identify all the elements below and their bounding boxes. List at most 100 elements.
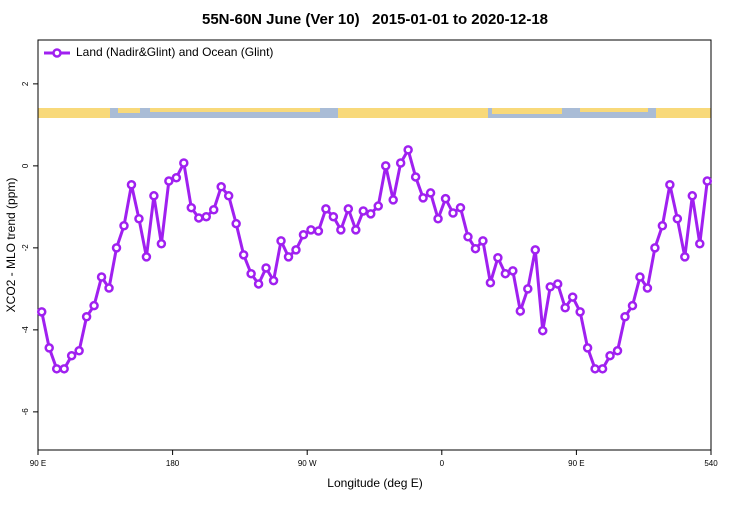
data-point bbox=[343, 204, 354, 214]
x-tick-label: 90 W bbox=[298, 459, 317, 468]
data-point bbox=[388, 195, 398, 205]
data-point bbox=[186, 202, 197, 213]
data-point bbox=[261, 263, 271, 273]
y-tick-label: 2 bbox=[21, 81, 30, 86]
data-point bbox=[59, 364, 69, 374]
data-point bbox=[493, 252, 503, 263]
data-point bbox=[208, 204, 219, 215]
data-point bbox=[605, 350, 615, 361]
data-point bbox=[366, 209, 376, 219]
data-point bbox=[298, 230, 309, 240]
data-point bbox=[425, 188, 436, 198]
data-point bbox=[485, 277, 496, 288]
y-axis-label: XCO2 - MLO trend (ppm) bbox=[4, 178, 18, 313]
data-point bbox=[194, 213, 204, 223]
data-point bbox=[321, 204, 331, 214]
data-point bbox=[410, 172, 421, 182]
data-point bbox=[620, 312, 630, 322]
data-point bbox=[164, 176, 174, 186]
data-point bbox=[575, 307, 585, 317]
data-point bbox=[552, 279, 563, 289]
data-point bbox=[418, 193, 428, 203]
y-tick-label: -6 bbox=[21, 408, 30, 416]
data-point bbox=[695, 239, 705, 249]
plot-frame bbox=[37, 39, 712, 451]
data-point bbox=[500, 268, 511, 279]
data-point bbox=[455, 202, 466, 213]
data-point bbox=[515, 306, 526, 316]
data-point bbox=[680, 252, 690, 262]
data-point bbox=[291, 245, 301, 255]
data-point bbox=[96, 272, 107, 282]
data-point bbox=[231, 218, 241, 229]
land-ocean-strip bbox=[38, 108, 711, 118]
data-point bbox=[665, 179, 675, 190]
data-point bbox=[126, 179, 137, 190]
legend-marker bbox=[52, 48, 62, 58]
data-point bbox=[358, 206, 369, 216]
y-tick-label: 0 bbox=[21, 163, 30, 168]
data-point bbox=[74, 346, 84, 356]
data-point bbox=[508, 266, 518, 276]
data-point bbox=[336, 225, 346, 235]
data-point bbox=[440, 193, 451, 204]
data-point bbox=[470, 243, 481, 254]
data-point bbox=[403, 145, 413, 155]
data-point bbox=[283, 252, 294, 262]
data-point bbox=[328, 211, 339, 222]
data-point bbox=[81, 312, 92, 322]
y-tick-label: -2 bbox=[21, 244, 30, 252]
x-tick-label: 90 E bbox=[30, 459, 46, 468]
data-point bbox=[238, 250, 249, 260]
data-point bbox=[141, 252, 152, 262]
data-point bbox=[612, 346, 623, 356]
data-point bbox=[627, 300, 638, 311]
data-point bbox=[246, 268, 256, 279]
data-point bbox=[179, 158, 189, 168]
data-point bbox=[89, 300, 99, 311]
data-point bbox=[351, 225, 361, 235]
data-point bbox=[104, 283, 114, 293]
data-point bbox=[523, 284, 533, 294]
data-point bbox=[538, 325, 548, 336]
data-point bbox=[149, 191, 159, 201]
data-point bbox=[276, 236, 286, 246]
x-tick-label: 180 bbox=[166, 459, 180, 468]
data-point bbox=[478, 236, 488, 246]
data-point bbox=[702, 176, 713, 186]
data-point bbox=[44, 343, 54, 353]
data-point bbox=[119, 220, 129, 231]
data-point bbox=[306, 225, 316, 235]
data-point bbox=[156, 239, 167, 249]
y-tick-label: -4 bbox=[21, 326, 30, 334]
data-point bbox=[567, 292, 578, 302]
x-tick-label: 0 bbox=[440, 459, 445, 468]
data-point bbox=[530, 245, 541, 255]
data-point bbox=[51, 364, 62, 374]
chart-title: 55N-60N June (Ver 10) 2015-01-01 to 2020… bbox=[202, 11, 548, 28]
data-point bbox=[201, 211, 211, 222]
data-point bbox=[672, 214, 683, 224]
data-point bbox=[134, 214, 144, 224]
data-point bbox=[582, 343, 593, 353]
data-point bbox=[650, 243, 660, 253]
data-point bbox=[597, 364, 608, 374]
data-point bbox=[433, 214, 443, 224]
data-point bbox=[448, 208, 458, 218]
data-point bbox=[66, 350, 77, 361]
data-point bbox=[268, 275, 279, 286]
data-point bbox=[395, 158, 406, 168]
x-tick-label: 540 bbox=[704, 459, 718, 468]
data-point bbox=[171, 173, 182, 183]
data-point bbox=[687, 191, 698, 201]
data-point bbox=[560, 302, 570, 313]
data-point bbox=[111, 243, 122, 253]
data-point bbox=[36, 307, 47, 317]
data-point bbox=[373, 201, 383, 211]
x-axis-label: Longitude (deg E) bbox=[327, 476, 422, 490]
data-point bbox=[635, 272, 645, 282]
data-point bbox=[545, 282, 555, 292]
data-point bbox=[642, 283, 653, 293]
data-point bbox=[313, 226, 324, 236]
